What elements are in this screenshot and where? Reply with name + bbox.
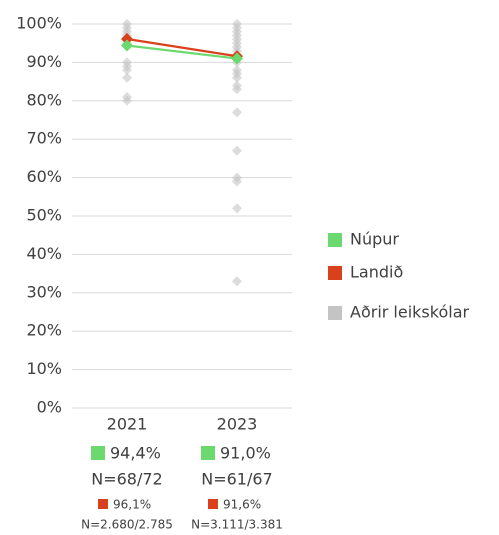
- y-tick-label: 100%: [16, 14, 62, 33]
- legend-swatch: [328, 266, 342, 280]
- series-marker: [231, 52, 243, 65]
- other-point: [232, 276, 242, 287]
- other-point: [232, 107, 242, 118]
- legend-swatch: [208, 499, 218, 509]
- series-line: [126, 37, 238, 58]
- other-point: [232, 84, 242, 95]
- y-tick-label: 20%: [26, 321, 62, 340]
- count-label: N=68/72: [91, 470, 162, 489]
- x-tick-label: 2023: [217, 415, 258, 434]
- legend-swatch: [328, 306, 342, 320]
- other-point: [232, 176, 242, 187]
- legend-swatch: [328, 233, 342, 247]
- y-tick-label: 60%: [26, 167, 62, 186]
- series-line: [126, 44, 238, 60]
- y-tick-label: 10%: [26, 359, 62, 378]
- series-marker: [121, 39, 133, 52]
- other-point: [122, 95, 132, 106]
- other-point: [232, 203, 242, 214]
- legend-label: Núpur: [350, 230, 399, 249]
- legend-swatch: [98, 499, 108, 509]
- y-tick-label: 40%: [26, 244, 62, 263]
- value-label: 91,0%: [220, 444, 271, 463]
- other-point: [122, 72, 132, 83]
- other-point: [122, 65, 132, 76]
- other-point: [232, 72, 242, 83]
- count-label: N=2.680/2.785: [81, 518, 173, 532]
- legend-swatch: [201, 446, 215, 460]
- other-point: [232, 145, 242, 156]
- count-label: N=3.111/3.381: [191, 518, 283, 532]
- legend-swatch: [91, 446, 105, 460]
- y-tick-label: 70%: [26, 129, 62, 148]
- y-tick-label: 30%: [26, 282, 62, 301]
- legend-label: Aðrir leikskólar: [350, 303, 469, 322]
- y-tick-label: 80%: [26, 90, 62, 109]
- value-label: 91,6%: [223, 498, 261, 512]
- y-tick-label: 0%: [37, 398, 62, 417]
- count-label: N=61/67: [201, 470, 272, 489]
- value-label: 96,1%: [113, 498, 151, 512]
- y-tick-label: 90%: [26, 52, 62, 71]
- legend-label: Landið: [350, 263, 403, 282]
- x-tick-label: 2021: [107, 415, 148, 434]
- value-label: 94,4%: [110, 444, 161, 463]
- y-tick-label: 50%: [26, 206, 62, 225]
- series-marker: [121, 32, 133, 45]
